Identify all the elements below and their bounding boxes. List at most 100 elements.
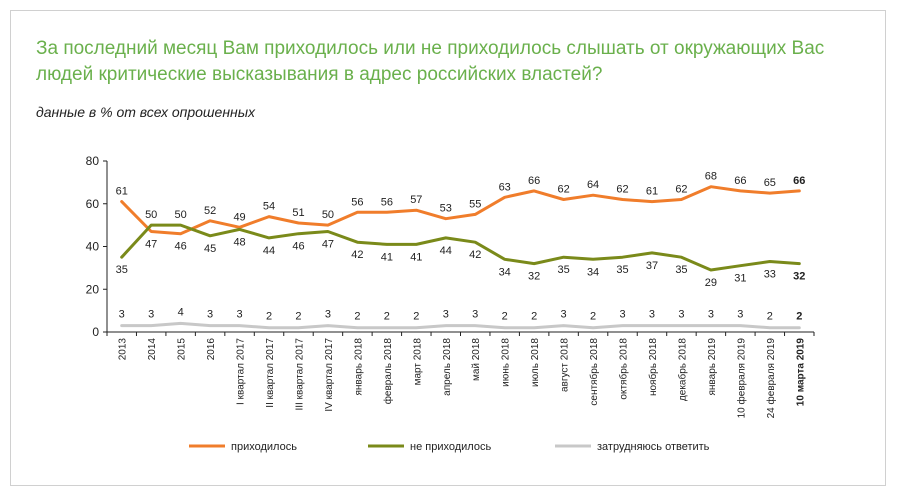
x-tick-label: январь 2018 [353, 338, 364, 396]
data-label: 41 [381, 251, 393, 263]
data-label: 45 [204, 243, 216, 255]
x-tick-label: 2016 [206, 338, 217, 361]
data-label: 3 [678, 309, 684, 321]
x-tick-label: 10 марта 2019 [795, 338, 806, 407]
y-tick-label: 60 [86, 197, 100, 211]
x-tick-label: июнь 2018 [501, 338, 512, 387]
data-label: 3 [325, 309, 331, 321]
x-tick-label: I квартал 2017 [236, 338, 247, 405]
data-label: 2 [531, 311, 537, 323]
y-tick-label: 80 [86, 154, 100, 168]
data-label: 2 [767, 311, 773, 323]
x-tick-label: 10 февраля 2019 [735, 338, 747, 419]
data-label: 46 [175, 241, 187, 253]
data-label: 34 [587, 266, 599, 278]
x-tick-label: январь 2019 [707, 338, 718, 396]
y-tick-label: 40 [86, 240, 100, 254]
x-tick-label: 24 февраля 2019 [765, 338, 777, 419]
data-label: 35 [675, 264, 687, 276]
data-label: 66 [793, 175, 805, 187]
data-label: 62 [616, 183, 628, 195]
data-label: 54 [263, 201, 275, 213]
data-label: 47 [322, 239, 334, 251]
data-label: 52 [204, 205, 216, 217]
x-tick-label: июль 2018 [530, 338, 541, 387]
data-label: 31 [734, 273, 746, 285]
data-label: 35 [116, 264, 128, 276]
data-label: 37 [646, 260, 658, 272]
data-label: 47 [145, 239, 157, 251]
x-tick-label: II квартал 2017 [265, 338, 276, 408]
data-label: 66 [528, 175, 540, 187]
data-label: 3 [737, 309, 743, 321]
data-label: 57 [410, 194, 422, 206]
x-tick-label: 2013 [118, 338, 129, 361]
data-label: 2 [502, 311, 508, 323]
data-label: 35 [616, 264, 628, 276]
legend-entry: не приходилось [410, 441, 491, 453]
data-label: 62 [675, 183, 687, 195]
data-label: 64 [587, 179, 599, 191]
data-label: 50 [322, 209, 334, 221]
x-tick-label: август 2018 [560, 338, 571, 392]
data-label: 66 [734, 175, 746, 187]
data-label: 46 [292, 241, 304, 253]
x-tick-label: февраль 2018 [382, 338, 394, 405]
data-label: 4 [178, 306, 184, 318]
data-label: 50 [145, 209, 157, 221]
data-label: 53 [440, 203, 452, 215]
data-label: 44 [440, 245, 452, 257]
x-tick-label: сентябрь 2018 [588, 338, 600, 406]
data-label: 62 [557, 183, 569, 195]
chart-subtitle: данные в % от всех опрошенных [36, 104, 256, 120]
legend-entry: затрудняюсь ответить [597, 441, 710, 453]
x-tick-label: май 2018 [471, 338, 482, 381]
data-label: 2 [796, 311, 802, 323]
data-label: 3 [619, 309, 625, 321]
data-label: 3 [472, 309, 478, 321]
data-label: 32 [528, 271, 540, 283]
data-label: 34 [499, 266, 511, 278]
data-label: 50 [175, 209, 187, 221]
data-label: 63 [499, 181, 511, 193]
legend-entry: приходилось [231, 441, 297, 453]
x-tick-label: III квартал 2017 [294, 338, 305, 411]
data-label: 3 [443, 309, 449, 321]
x-tick-label: декабрь 2018 [676, 338, 688, 402]
data-label: 42 [469, 249, 481, 261]
y-tick-label: 20 [86, 282, 100, 296]
data-label: 51 [292, 207, 304, 219]
series-ne-prihodilos-line [120, 223, 801, 272]
data-label: 3 [561, 309, 567, 321]
data-label: 56 [351, 196, 363, 208]
chart-title: За последний месяц Вам приходилось или н… [36, 38, 825, 85]
data-label: 41 [410, 251, 422, 263]
data-label: 42 [351, 249, 363, 261]
data-label: 3 [649, 309, 655, 321]
x-tick-label: март 2018 [412, 338, 423, 386]
x-tick-label: октябрь 2018 [618, 338, 630, 400]
data-label: 3 [207, 309, 213, 321]
data-label: 56 [381, 196, 393, 208]
data-label: 32 [793, 271, 805, 283]
data-label: 2 [590, 311, 596, 323]
chart-frame [10, 10, 886, 486]
x-tick-label: IV квартал 2017 [324, 338, 335, 412]
y-tick-label: 0 [92, 325, 99, 339]
x-tick-label: 2015 [177, 338, 188, 361]
data-label: 3 [708, 309, 714, 321]
data-label: 3 [148, 309, 154, 321]
x-tick-label: ноябрь 2018 [647, 338, 659, 396]
data-label: 65 [764, 177, 776, 189]
data-label: 2 [266, 311, 272, 323]
x-tick-label: апрель 2018 [442, 338, 453, 396]
data-label: 33 [764, 268, 776, 280]
data-label: 2 [295, 311, 301, 323]
data-label: 3 [237, 309, 243, 321]
series-zatrudnyayus-line [120, 321, 801, 330]
data-label: 35 [557, 264, 569, 276]
data-label: 2 [384, 311, 390, 323]
series-prihodilos-line [120, 185, 801, 236]
data-label: 61 [646, 186, 658, 198]
